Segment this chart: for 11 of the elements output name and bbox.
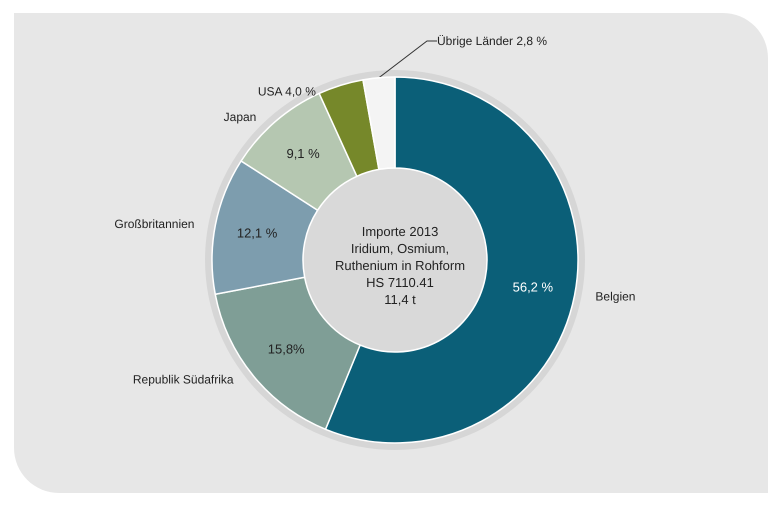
slice-label: Großbritannien <box>114 217 194 231</box>
data-label: 9,1 % <box>286 146 320 162</box>
data-label: 56,2 % <box>512 280 554 295</box>
slice-label: Republik Südafrika <box>132 372 234 387</box>
slice-label: USA 4,0 % <box>258 84 316 99</box>
slice-label: Übrige Länder 2,8 % <box>437 34 548 48</box>
data-label: 12,1 % <box>236 226 278 241</box>
data-label: 15,8% <box>268 341 306 356</box>
slice-label: Japan <box>224 110 256 124</box>
text: Importe 2013 Iridium, Osmium, Ruthenium in Rohform HS 7110.41 11,4 t <box>334 224 466 307</box>
slice-label: Belgien <box>595 290 636 304</box>
